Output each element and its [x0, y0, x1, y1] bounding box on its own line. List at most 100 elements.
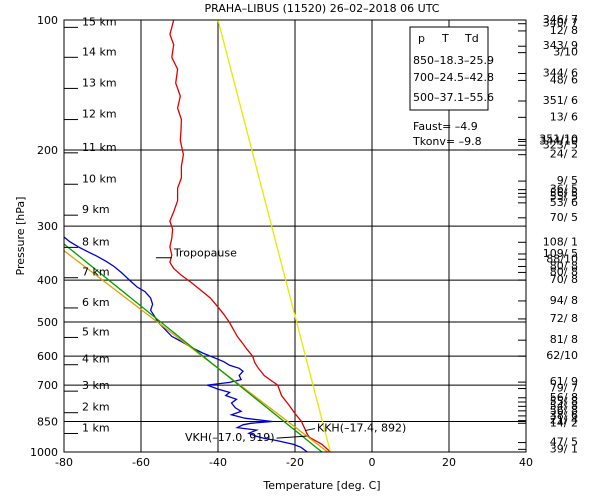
wind-label: 13/ 6: [550, 110, 578, 123]
wind-label: 343/ 9: [543, 39, 578, 52]
x-tick-label: -60: [132, 456, 150, 469]
x-tick-label: -20: [286, 456, 304, 469]
info-header-p: p: [418, 32, 425, 45]
wind-label: 24/ 2: [550, 148, 578, 161]
wind-label: 88/10: [546, 252, 578, 265]
series-group: [64, 20, 332, 452]
plot-frame: [63, 19, 527, 453]
wind-label: 55/ 8: [550, 395, 578, 408]
wind-label: 56/ 5: [550, 186, 578, 199]
wind-label: 72/ 8: [550, 312, 578, 325]
y-tick-label: 200: [37, 144, 58, 157]
altitude-label: 9 km: [82, 203, 110, 216]
wind-label: 56/ 8: [550, 404, 578, 417]
info-header-td: Td: [464, 32, 479, 45]
series-line-4: [64, 243, 323, 452]
annotations: Tropopause VKH(–17.0, 919) KKH(–17.4, 892): [155, 247, 406, 444]
x-tick-label: 40: [519, 456, 533, 469]
series-line-2: [64, 250, 329, 452]
wind-label: 109/ 5: [543, 247, 578, 260]
y-tick-label: 1000: [30, 446, 58, 459]
altitude-label: 10 km: [82, 172, 117, 185]
altitude-label: 8 km: [82, 235, 110, 248]
y-tick-label: 400: [37, 274, 58, 287]
altitude-label: 4 km: [82, 353, 110, 366]
info-row-500: 500–37.1–55.6: [413, 91, 494, 104]
wind-label: 12/ 8: [550, 24, 578, 37]
kkh-label: KKH(–17.4, 892): [317, 422, 406, 435]
wind-label: 56/ 8: [550, 391, 578, 404]
altitude-label: 3 km: [82, 379, 110, 392]
x-tick-labels: -80 -60 -40 -20 0 20 40: [55, 456, 533, 469]
series-line-3: [217, 20, 332, 452]
x-tick-label: 0: [369, 456, 376, 469]
vkh-label: VKH(–17.0, 919): [185, 431, 275, 444]
wind-label: 47/ 5: [550, 436, 578, 449]
altitude-labels: 15 km 14 km 13 km 12 km 11 km 10 km 9 km 8 km 7 …: [64, 15, 117, 434]
wind-label: 346/ 7: [543, 13, 578, 26]
y-tick-label: 300: [37, 220, 58, 233]
wind-label: 61/ 9: [550, 375, 578, 388]
altitude-label: 6 km: [82, 296, 110, 309]
wind-label: 53/ 6: [550, 196, 578, 209]
y-tick-label: 700: [37, 379, 58, 392]
wind-label: 344/ 6: [543, 67, 578, 80]
tropopause-label: Tropopause: [173, 247, 237, 260]
y-tick-labels: 100 200 300 400 500 600 700 850 1000: [30, 14, 58, 459]
vkh-leader: [276, 435, 307, 439]
wind-label: 70/ 8: [550, 273, 578, 286]
wind-label: 54/ 8: [550, 399, 578, 412]
wind-label: 108/ 1: [543, 235, 578, 248]
wind-label: 39/ 1: [550, 442, 578, 455]
y-axis-label: Pressure [hPa]: [14, 197, 27, 276]
kkh-leader: [304, 428, 316, 432]
x-axis-label: Temperature [deg. C]: [262, 479, 380, 492]
wind-label: 9/ 5: [557, 174, 578, 187]
altitude-label: 1 km: [82, 421, 110, 434]
wind-label: 80/ 8: [550, 259, 578, 272]
altitude-label: 5 km: [82, 325, 110, 338]
index-faust: Faust= –4.9: [413, 120, 478, 133]
y-tick-label: 500: [37, 316, 58, 329]
wind-label: 80/ 8: [550, 265, 578, 278]
wind-label: 21/ 4: [550, 414, 578, 427]
chart-title: PRAHA–LIBUS (11520) 26–02–2018 06 UTC: [205, 2, 440, 15]
x-tick-label: -40: [209, 456, 227, 469]
wind-label: 81/ 8: [550, 333, 578, 346]
altitude-label: 13 km: [82, 76, 117, 89]
wind-label: 340/ 7: [543, 17, 578, 30]
series-line-1: [64, 236, 308, 452]
info-box: p T Td 850–18.3–25.9 700–24.5–42.8 500–3…: [409, 26, 494, 111]
info-header-t: T: [441, 32, 449, 45]
wind-label: 48/ 6: [550, 73, 578, 86]
index-tkonv: Tkonv= –9.8: [412, 135, 482, 148]
wind-label: 344/10: [539, 134, 578, 147]
grid: [64, 20, 526, 452]
wind-label: 351/ 6: [543, 94, 578, 107]
x-tick-label: -80: [55, 456, 73, 469]
y-tick-label: 850: [37, 416, 58, 429]
altitude-label: 12 km: [82, 108, 117, 121]
altitude-label: 14 km: [82, 45, 117, 58]
altitude-label: 15 km: [82, 15, 117, 28]
series-line-0: [169, 20, 331, 452]
wind-label: 94/ 8: [550, 294, 578, 307]
wind-label: 70/ 5: [550, 211, 578, 224]
y-tick-label: 600: [37, 350, 58, 363]
altitude-label: 7 km: [82, 266, 110, 279]
altitude-label: 2 km: [82, 401, 110, 414]
wind-label: 55/ 5: [550, 190, 578, 203]
wind-label: 3/10: [553, 46, 578, 59]
info-row-700: 700–24.5–42.8: [413, 71, 494, 84]
y-tick-label: 100: [37, 14, 58, 27]
wind-label: 36/ 5: [550, 183, 578, 196]
info-row-850: 850–18.3–25.9: [413, 54, 494, 67]
wind-label: 62/10: [546, 349, 578, 362]
x-tick-label: 20: [442, 456, 456, 469]
altitude-label: 11 km: [82, 141, 117, 154]
wind-label: 351/10: [539, 132, 578, 145]
wind-label: 79/ 7: [550, 382, 578, 395]
wind-label: 38/ 6: [550, 409, 578, 422]
